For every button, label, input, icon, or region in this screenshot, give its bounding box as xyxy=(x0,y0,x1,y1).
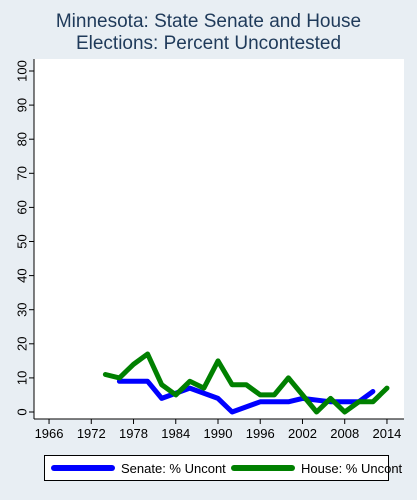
y-tick-label: 50 xyxy=(15,234,30,248)
chart-title-line-2: Elections: Percent Uncontested xyxy=(75,33,342,54)
legend-item-house: House: % Uncont xyxy=(231,456,402,480)
x-tick-label: 1972 xyxy=(77,426,106,441)
x-tick-label: 1984 xyxy=(161,426,190,441)
legend: Senate: % Uncont House: % Uncont xyxy=(44,455,402,481)
y-tick-label: 80 xyxy=(15,132,30,146)
y-tick-label: 20 xyxy=(15,337,30,351)
series-lines xyxy=(102,351,390,415)
y-tick-label: 70 xyxy=(15,166,30,180)
legend-item-senate: Senate: % Uncont xyxy=(51,456,226,480)
chart-title-line-1: Minnesota: State Senate and House xyxy=(55,11,362,32)
y-tick-label: 60 xyxy=(15,200,30,214)
y-tick-label: 10 xyxy=(15,371,30,385)
y-tick-label: 40 xyxy=(15,268,30,282)
x-tick-label: 2014 xyxy=(372,426,401,441)
y-tick-label: 90 xyxy=(15,98,30,112)
legend-swatch-house xyxy=(231,465,295,471)
y-tick-label: 100 xyxy=(15,60,30,82)
y-tick-label: 30 xyxy=(15,302,30,316)
axes: 0 10 20 30 40 50 60 70 80 90 100 1966 1972 1978 1984 19… xyxy=(15,59,404,441)
y-tick-label: 0 xyxy=(15,408,30,415)
x-tick-label: 1990 xyxy=(204,426,233,441)
legend-swatch-senate xyxy=(51,465,115,471)
x-tick-label: 1978 xyxy=(119,426,148,441)
x-tick-label: 1966 xyxy=(35,426,64,441)
x-tick-label: 2008 xyxy=(330,426,359,441)
legend-label-house: House: % Uncont xyxy=(301,460,403,476)
x-tick-label: 1996 xyxy=(246,426,275,441)
legend-label-senate: Senate: % Uncont xyxy=(121,460,226,476)
series-line-house xyxy=(102,351,390,415)
x-tick-label: 2002 xyxy=(288,426,317,441)
